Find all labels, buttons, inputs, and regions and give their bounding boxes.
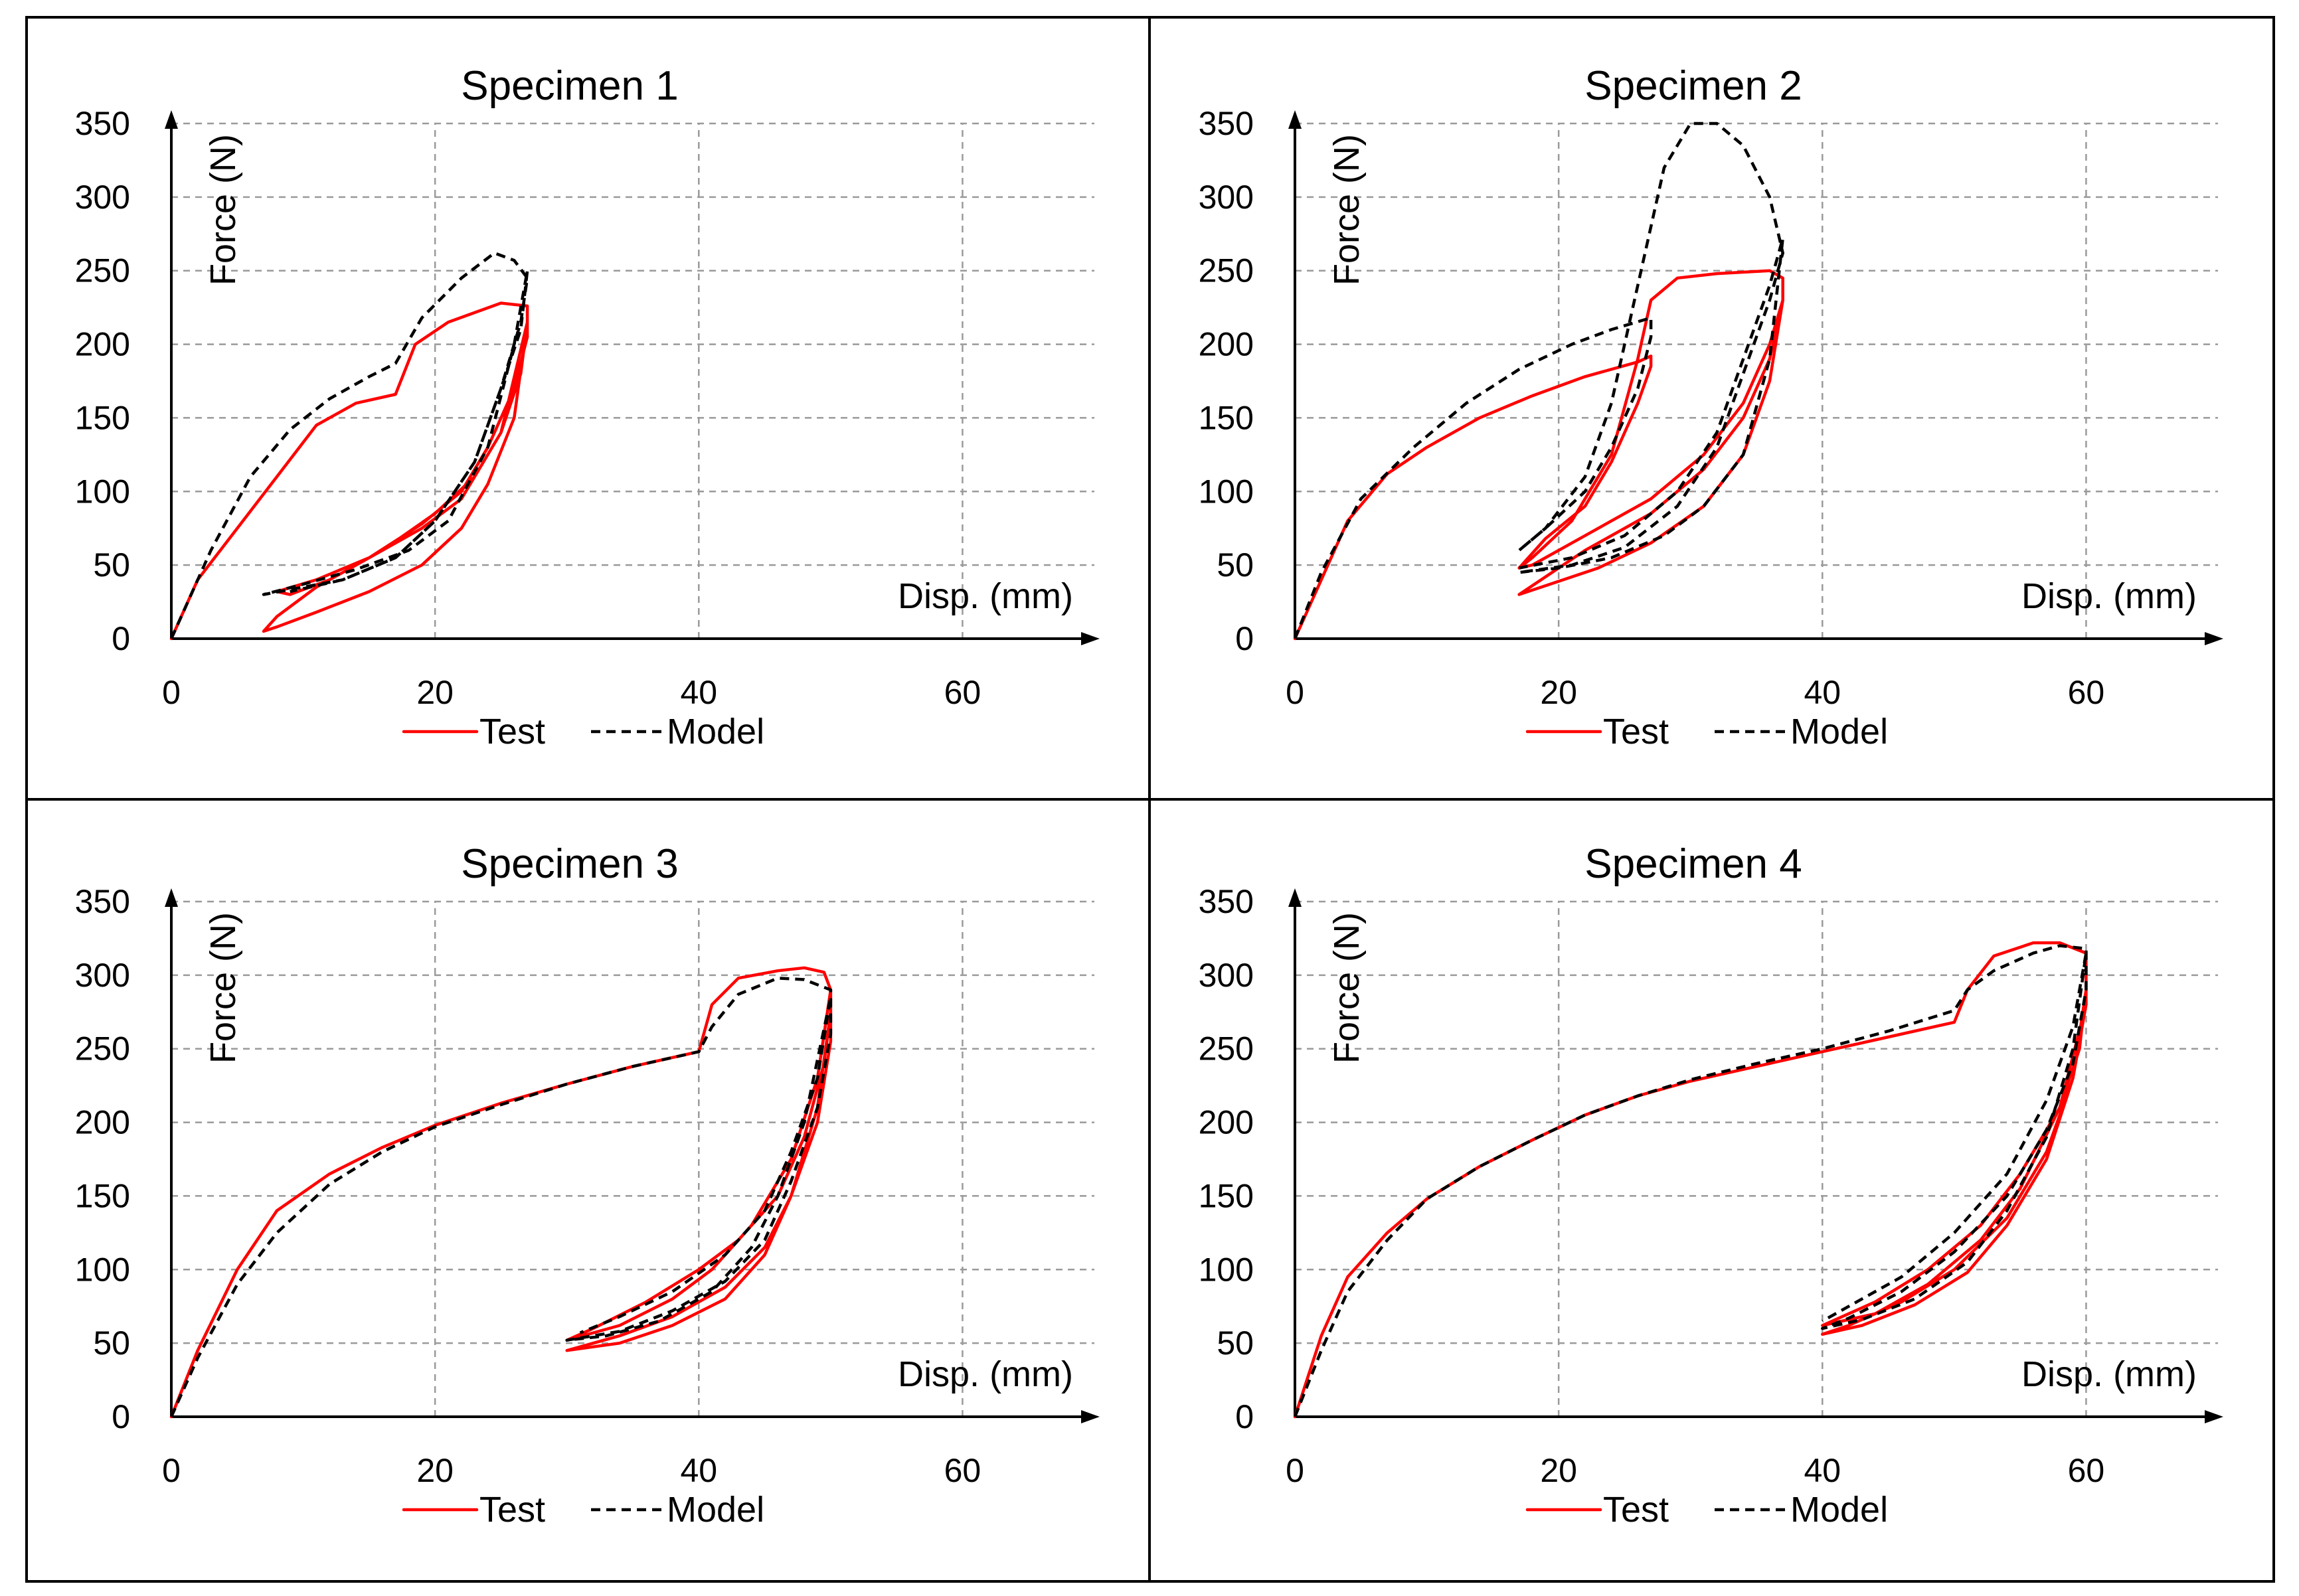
y-axis-arrow-icon xyxy=(1288,110,1302,129)
y-axis-label: Force (N) xyxy=(203,134,243,285)
series-line-test xyxy=(1293,269,1784,641)
chart-panel-1: 0 50 100 150 200 250 300 350 0 20 40 60 Specimen 1 Fo… xyxy=(75,63,1100,752)
legend-label-model: Model xyxy=(1790,1490,1888,1530)
series-line-model xyxy=(1293,121,1784,639)
legend-label-model: Model xyxy=(667,1490,764,1530)
y-tick-label: 250 xyxy=(75,252,130,289)
y-tick-label: 100 xyxy=(75,1251,130,1288)
y-tick-label: 300 xyxy=(1199,179,1254,216)
x-axis-label: Disp. (mm) xyxy=(898,1354,1073,1394)
x-axis-arrow-icon xyxy=(2205,632,2223,645)
x-tick-label: 20 xyxy=(1540,674,1577,711)
y-tick-label: 150 xyxy=(1199,399,1254,436)
x-tick-label: 60 xyxy=(944,674,981,711)
x-axis-arrow-icon xyxy=(2205,1410,2223,1423)
y-tick-label: 100 xyxy=(1199,1251,1254,1288)
chart-panel-3: 0 50 100 150 200 250 300 350 0 20 40 60 Specimen 3 Fo… xyxy=(75,841,1100,1530)
y-tick-label: 0 xyxy=(112,1398,130,1435)
y-tick-label: 50 xyxy=(93,1324,130,1362)
y-tick-label: 250 xyxy=(1199,1030,1254,1068)
legend-label-model: Model xyxy=(667,712,764,752)
chart-panel-2: 0 50 100 150 200 250 300 350 0 20 40 60 Specimen 2 Fo… xyxy=(1199,63,2223,752)
chart-panel-4: 0 50 100 150 200 250 300 350 0 20 40 60 Specimen 4 Fo… xyxy=(1199,841,2223,1530)
chart-title: Specimen 4 xyxy=(1584,841,1802,887)
y-tick-label: 200 xyxy=(75,326,130,363)
chart-title: Specimen 2 xyxy=(1584,63,1802,109)
series-line-test xyxy=(169,301,529,641)
y-tick-label: 150 xyxy=(1199,1177,1254,1214)
y-tick-label: 250 xyxy=(1199,252,1254,289)
y-tick-label: 350 xyxy=(1199,105,1254,142)
y-tick-label: 200 xyxy=(75,1104,130,1141)
y-tick-label: 50 xyxy=(1217,1324,1254,1362)
x-tick-label: 60 xyxy=(944,1452,981,1489)
y-tick-label: 350 xyxy=(1199,883,1254,920)
y-tick-label: 200 xyxy=(1199,326,1254,363)
legend-label-model: Model xyxy=(1790,712,1888,752)
y-tick-label: 200 xyxy=(1199,1104,1254,1141)
x-tick-label: 40 xyxy=(680,674,717,711)
y-axis-arrow-icon xyxy=(165,110,178,129)
y-tick-label: 250 xyxy=(75,1030,130,1068)
y-axis-label: Force (N) xyxy=(1327,912,1367,1064)
x-tick-label: 0 xyxy=(1286,1452,1304,1489)
y-tick-label: 150 xyxy=(75,1177,130,1214)
legend-label-test: Test xyxy=(1603,1490,1669,1530)
y-tick-label: 100 xyxy=(75,473,130,510)
x-tick-label: 60 xyxy=(2068,1452,2105,1489)
x-axis-label: Disp. (mm) xyxy=(2021,1354,2197,1394)
y-tick-label: 50 xyxy=(93,546,130,584)
chart-title: Specimen 3 xyxy=(461,841,678,887)
x-tick-label: 0 xyxy=(1286,674,1304,711)
y-tick-label: 0 xyxy=(112,620,130,657)
x-tick-label: 40 xyxy=(680,1452,717,1489)
x-tick-label: 0 xyxy=(162,674,181,711)
y-tick-label: 0 xyxy=(1235,1398,1254,1435)
y-tick-label: 300 xyxy=(1199,957,1254,994)
y-tick-label: 100 xyxy=(1199,473,1254,510)
legend-label-test: Test xyxy=(479,712,545,752)
x-tick-label: 40 xyxy=(1804,674,1841,711)
x-tick-label: 0 xyxy=(162,1452,181,1489)
y-tick-label: 0 xyxy=(1235,620,1254,657)
x-axis-label: Disp. (mm) xyxy=(898,576,1073,616)
x-axis-label: Disp. (mm) xyxy=(2021,576,2197,616)
y-tick-label: 50 xyxy=(1217,546,1254,584)
y-tick-label: 350 xyxy=(75,883,130,920)
y-tick-label: 150 xyxy=(75,399,130,436)
series-line-model xyxy=(1293,944,2088,1417)
y-tick-label: 350 xyxy=(75,105,130,142)
x-axis-arrow-icon xyxy=(1081,1410,1100,1423)
x-tick-label: 40 xyxy=(1804,1452,1841,1489)
chart-title: Specimen 1 xyxy=(461,63,678,109)
x-tick-label: 60 xyxy=(2068,674,2105,711)
series-line-model xyxy=(169,251,529,639)
series-line-model xyxy=(169,977,833,1417)
x-tick-label: 20 xyxy=(416,674,454,711)
y-axis-arrow-icon xyxy=(165,888,178,907)
y-axis-arrow-icon xyxy=(1288,888,1302,907)
legend-label-test: Test xyxy=(479,1490,545,1530)
y-tick-label: 300 xyxy=(75,179,130,216)
x-tick-label: 20 xyxy=(416,1452,454,1489)
legend-label-test: Test xyxy=(1603,712,1669,752)
y-axis-label: Force (N) xyxy=(203,912,243,1064)
y-axis-label: Force (N) xyxy=(1327,134,1367,285)
y-tick-label: 300 xyxy=(75,957,130,994)
x-axis-arrow-icon xyxy=(1081,632,1100,645)
x-tick-label: 20 xyxy=(1540,1452,1577,1489)
